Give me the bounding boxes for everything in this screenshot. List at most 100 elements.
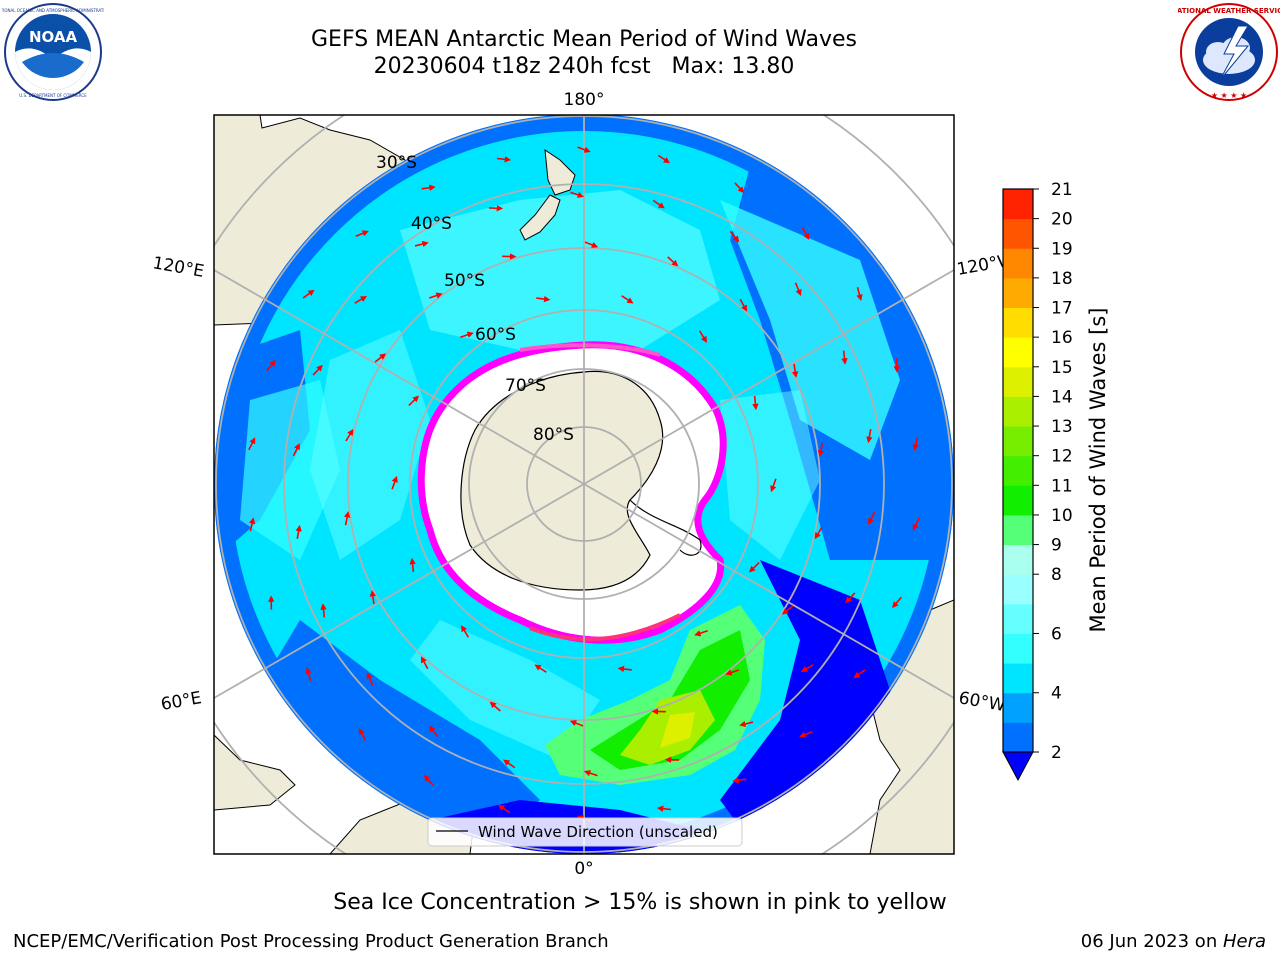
- colorbar-bin: [1003, 426, 1033, 457]
- map-title: GEFS MEAN Antarctic Mean Period of Wind …: [311, 27, 857, 52]
- colorbar-bin: [1003, 633, 1033, 664]
- colorbar-tick-label: 16: [1051, 328, 1073, 348]
- noaa-logo: NOAA NATIONAL OCEANIC AND ATMOSPHERIC AD…: [2, 3, 104, 101]
- wind-wave-arrow: [497, 804, 511, 814]
- colorbar-bin: [1003, 248, 1033, 279]
- lat-label-40s: 40°S: [411, 214, 452, 234]
- wind-wave-arrow: [794, 282, 802, 296]
- graticule: [214, 115, 954, 854]
- wind-wave-arrow: [748, 562, 760, 573]
- colorbar-tick-label: 21: [1051, 180, 1073, 200]
- sea-ice-note: Sea Ice Concentration > 15% is shown in …: [333, 890, 947, 915]
- wind-wave-arrow: [781, 605, 794, 615]
- footer-date: 06 Jun 2023 on Hera: [1081, 931, 1266, 952]
- wind-wave-arrow: [657, 154, 671, 164]
- colorbar-tick-label: 2: [1051, 743, 1062, 763]
- wind-wave-arrow: [912, 517, 920, 531]
- wind-wave-arrow: [892, 596, 902, 609]
- colorbar-bin: [1003, 544, 1033, 575]
- wind-wave-arrow: [752, 396, 759, 411]
- colorbar-frame: [1002, 188, 1034, 753]
- wind-wave-arrow: [698, 330, 707, 343]
- wind-wave-arrow: [461, 625, 470, 638]
- svg-text:NATIONAL OCEANIC AND ATMOSPHER: NATIONAL OCEANIC AND ATMOSPHERIC ADMINIS…: [2, 8, 104, 13]
- colorbar-tick-label: 19: [1051, 239, 1073, 259]
- colorbar-ticks: 2 4 6 8 9 10 11 12 13 14 15 16 17 18 19 20 21: [1033, 180, 1073, 763]
- wind-wave-arrow: [570, 191, 585, 198]
- colorbar-under-arrow: [1002, 751, 1034, 782]
- wind-wave-arrow: [856, 287, 863, 301]
- footer-machine: Hera: [1222, 931, 1266, 952]
- colorbar-tick-label: 20: [1051, 210, 1073, 230]
- wind-wave-arrow: [409, 557, 416, 572]
- wind-wave-arrow: [536, 295, 551, 303]
- wind-wave-arrow: [391, 475, 398, 490]
- lat-label-60s: 60°S: [475, 325, 516, 345]
- colorbar-tick-label: 15: [1051, 358, 1073, 378]
- wind-wave-arrow: [868, 511, 876, 525]
- colorbar-bin: [1003, 366, 1033, 397]
- colorbar-tick-label: 12: [1051, 447, 1073, 467]
- wind-wave-arrow: [841, 350, 848, 365]
- wind-wave-arrow: [421, 184, 436, 191]
- noaa-logo-text: NOAA: [29, 28, 78, 46]
- colorbar-bin: [1003, 722, 1033, 753]
- wind-wave-arrow: [354, 295, 368, 304]
- lon-label-60w: 60°W: [957, 688, 1007, 716]
- colorbar-bins: [1003, 189, 1033, 753]
- wind-wave-arrow: [343, 511, 351, 526]
- wind-wave-arrow: [489, 701, 501, 712]
- nws-logo: NATIONAL WEATHER SERVICE ★ ★ ★ ★: [1178, 3, 1280, 101]
- wind-wave-arrow: [534, 664, 547, 673]
- wind-wave-arrow: [652, 199, 665, 209]
- map-frame: [213, 114, 955, 855]
- wind-wave-arrow: [792, 363, 799, 378]
- wind-wave-arrow: [496, 156, 512, 163]
- colorbar: 2 4 6 8 9 10 11 12 13 14 15 16 17 18 19 20 21 Mean Perio…: [1002, 180, 1110, 782]
- colorbar-bin: [1003, 307, 1033, 338]
- colorbar-bin: [1003, 396, 1033, 427]
- colorbar-tick-label: 13: [1051, 417, 1073, 437]
- wind-wave-arrow: [694, 630, 708, 637]
- svg-text:★ ★ ★ ★: ★ ★ ★ ★: [1211, 91, 1247, 100]
- colorbar-tick-label: 14: [1051, 387, 1073, 407]
- wind-wave-arrow: [460, 331, 474, 338]
- colorbar-bin: [1003, 603, 1033, 634]
- wind-wave-arrow: [249, 517, 256, 532]
- wind-wave-arrow: [617, 665, 632, 673]
- map-subtitle: 20230604 t18z 240h fcst Max: 13.80: [373, 54, 795, 79]
- wind-wave-arrow: [420, 656, 429, 670]
- footer-date-text: 06 Jun 2023 on: [1080, 931, 1223, 952]
- colorbar-tick-label: 18: [1051, 269, 1073, 289]
- wind-wave-arrow: [358, 728, 367, 741]
- colorbar-bin: [1003, 218, 1033, 249]
- colorbar-bin: [1003, 692, 1033, 723]
- footer-credit: NCEP/EMC/Verification Post Processing Pr…: [13, 931, 609, 952]
- colorbar-bin: [1003, 277, 1033, 309]
- wind-wave-arrow: [739, 720, 754, 728]
- wind-wave-arrow: [366, 672, 374, 686]
- wind-wave-arrow: [569, 720, 584, 727]
- arrow-legend: Wind Wave Direction (unscaled): [427, 817, 743, 847]
- wind-wave-arrow: [248, 437, 256, 451]
- map-panel: Wind Wave Direction (unscaled): [214, 115, 954, 854]
- ocean-field: [214, 115, 954, 854]
- colorbar-tick-label: 8: [1051, 565, 1062, 585]
- sea-ice-and-antarctica: [417, 341, 727, 644]
- wind-wave-arrow: [656, 805, 672, 812]
- wind-wave-arrows: [248, 146, 920, 822]
- lon-label-60e: 60°E: [159, 688, 203, 715]
- lon-label-180: 180°: [564, 90, 605, 110]
- wind-wave-arrow: [295, 524, 302, 539]
- wind-wave-arrow: [266, 359, 276, 372]
- lat-label-80s: 80°S: [533, 425, 574, 445]
- wind-wave-arrow: [732, 777, 747, 784]
- wind-wave-arrow: [621, 295, 634, 304]
- lat-label-50s: 50°S: [444, 271, 485, 291]
- wind-wave-arrow: [423, 774, 434, 786]
- wind-wave-arrow: [414, 240, 429, 248]
- wind-wave-arrow: [345, 428, 354, 442]
- wind-wave-arrow: [428, 725, 439, 738]
- wind-wave-arrow: [814, 526, 823, 540]
